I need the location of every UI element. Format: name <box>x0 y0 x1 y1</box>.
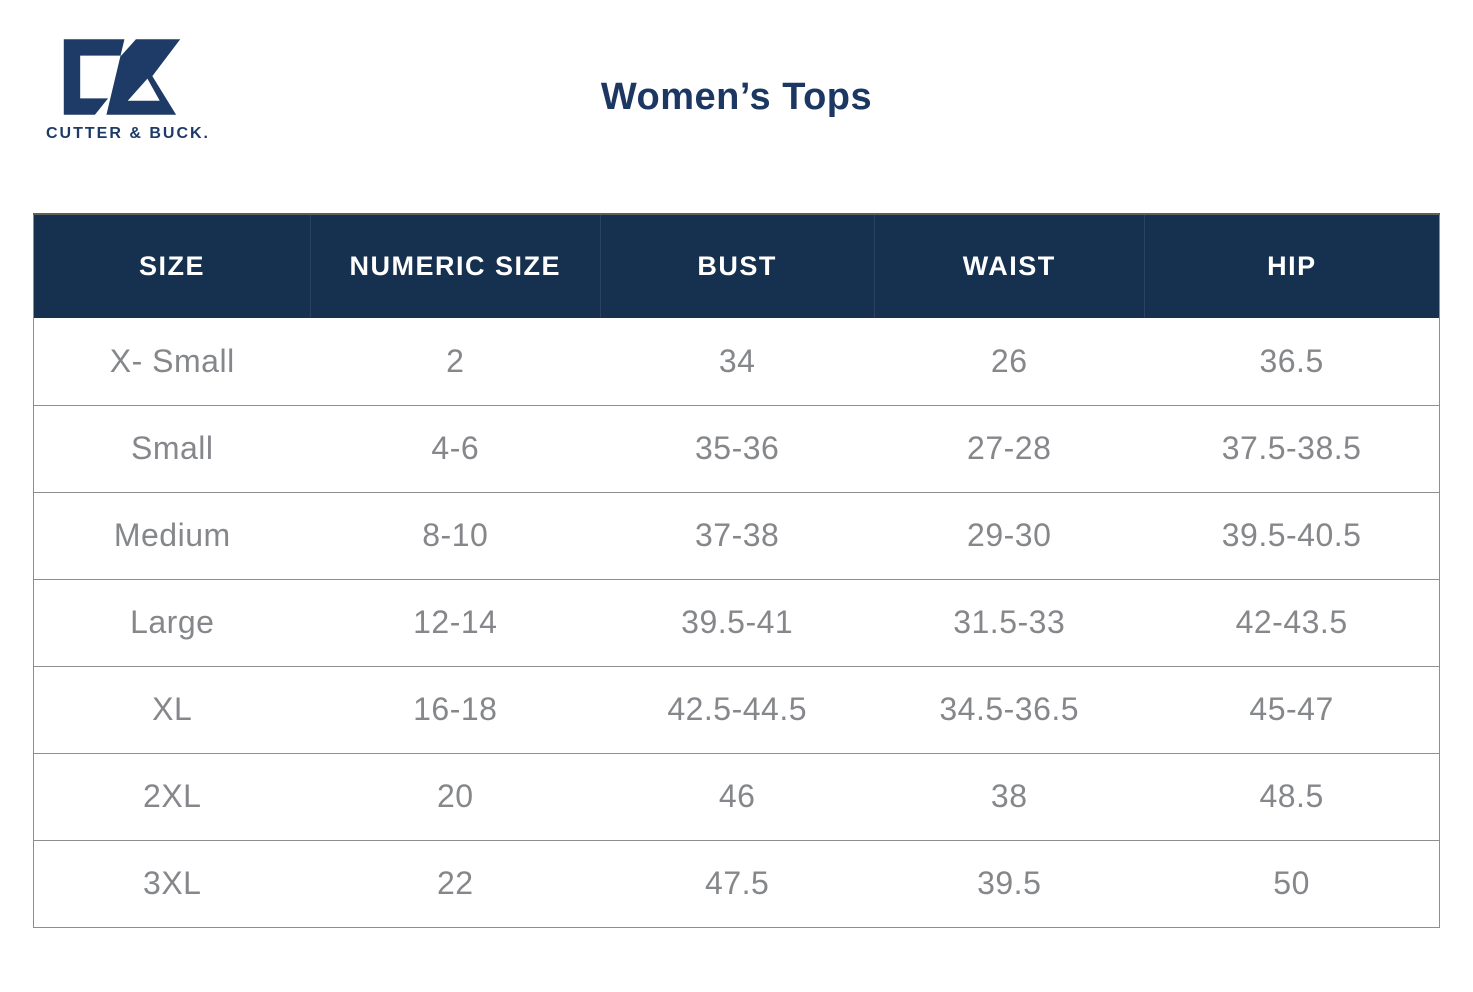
table-row: XL 16-18 42.5-44.5 34.5-36.5 45-47 <box>33 666 1440 754</box>
cell-hip: 48.5 <box>1144 753 1440 841</box>
cell-numeric-size: 12-14 <box>310 579 601 667</box>
table-header-row: SIZE NUMERIC SIZE BUST WAIST HIP <box>33 214 1440 318</box>
cell-bust: 37-38 <box>600 492 875 580</box>
table-row: X- Small 2 34 26 36.5 <box>33 318 1440 406</box>
cell-size: 2XL <box>33 753 311 841</box>
cell-size: X- Small <box>33 318 311 406</box>
cell-waist: 29-30 <box>874 492 1145 580</box>
cell-numeric-size: 20 <box>310 753 601 841</box>
cell-waist: 38 <box>874 753 1145 841</box>
page-title: Women’s Tops <box>600 76 873 118</box>
cutter-buck-wordmark: CUTTER & BUCK. <box>46 125 210 142</box>
column-header-hip: HIP <box>1143 214 1440 318</box>
cell-size: XL <box>33 666 311 754</box>
column-header-waist: WAIST <box>873 214 1145 318</box>
column-header-size: SIZE <box>33 214 311 318</box>
table-row: 3XL 22 47.5 39.5 50 <box>33 840 1440 928</box>
cell-hip: 42-43.5 <box>1144 579 1440 667</box>
cell-numeric-size: 22 <box>310 840 601 928</box>
cell-waist: 31.5-33 <box>874 579 1145 667</box>
table-row: Large 12-14 39.5-41 31.5-33 42-43.5 <box>33 579 1440 667</box>
cell-waist: 39.5 <box>874 840 1145 928</box>
cutter-buck-logo: CUTTER & BUCK. <box>46 36 210 143</box>
size-chart-table: SIZE NUMERIC SIZE BUST WAIST HIP X- Smal… <box>33 213 1440 928</box>
cell-hip: 45-47 <box>1144 666 1440 754</box>
column-header-bust: BUST <box>599 214 875 318</box>
cell-bust: 39.5-41 <box>600 579 875 667</box>
cell-size: Large <box>33 579 311 667</box>
cell-hip: 50 <box>1144 840 1440 928</box>
cell-bust: 42.5-44.5 <box>600 666 875 754</box>
cell-numeric-size: 2 <box>310 318 601 406</box>
cell-numeric-size: 16-18 <box>310 666 601 754</box>
cell-hip: 39.5-40.5 <box>1144 492 1440 580</box>
table-row: Medium 8-10 37-38 29-30 39.5-40.5 <box>33 492 1440 580</box>
cell-size: Small <box>33 405 311 493</box>
cell-hip: 37.5-38.5 <box>1144 405 1440 493</box>
cb-logo-mark-icon <box>63 39 181 115</box>
cell-size: Medium <box>33 492 311 580</box>
table-row: 2XL 20 46 38 48.5 <box>33 753 1440 841</box>
cell-waist: 27-28 <box>874 405 1145 493</box>
cell-numeric-size: 4-6 <box>310 405 601 493</box>
cell-hip: 36.5 <box>1144 318 1440 406</box>
cell-bust: 47.5 <box>600 840 875 928</box>
cell-bust: 35-36 <box>600 405 875 493</box>
table-row: Small 4-6 35-36 27-28 37.5-38.5 <box>33 405 1440 493</box>
cell-waist: 26 <box>874 318 1145 406</box>
cell-size: 3XL <box>33 840 311 928</box>
column-header-numeric-size: NUMERIC SIZE <box>309 214 601 318</box>
cell-numeric-size: 8-10 <box>310 492 601 580</box>
cell-bust: 34 <box>600 318 875 406</box>
cell-bust: 46 <box>600 753 875 841</box>
cell-waist: 34.5-36.5 <box>874 666 1145 754</box>
